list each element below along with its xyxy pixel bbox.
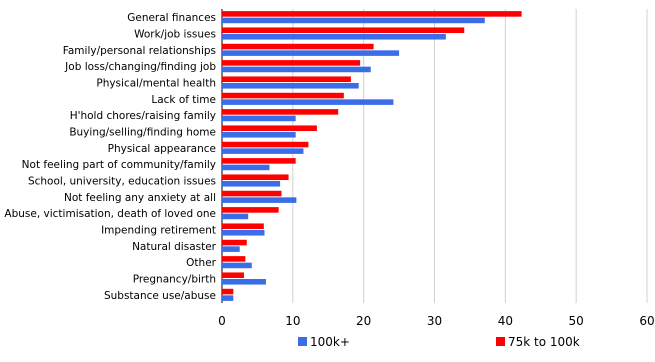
bar-75k-to-100k	[222, 288, 234, 295]
x-tick-label: 40	[498, 314, 513, 328]
legend-label: 75k to 100k	[508, 335, 580, 349]
bar-75k-to-100k	[222, 43, 374, 50]
bar-75k-to-100k	[222, 207, 279, 213]
bar-75k-to-100k	[222, 92, 344, 99]
bar-100k-plus	[222, 34, 446, 40]
bar-100k-plus	[222, 132, 296, 138]
bar-75k-to-100k	[222, 256, 246, 262]
legend-swatch	[496, 337, 505, 346]
x-tick-label: 10	[285, 314, 300, 328]
x-tick-label: 60	[639, 314, 654, 328]
bar-100k-plus	[222, 230, 265, 236]
category-label: Job loss/changing/finding job	[64, 61, 216, 73]
bar-100k-plus	[222, 246, 240, 252]
x-tick-label: 30	[427, 314, 442, 328]
bar-100k-plus	[222, 148, 304, 154]
bar-100k-plus	[222, 295, 234, 301]
category-label: Physical appearance	[108, 143, 216, 155]
category-label: Other	[186, 257, 216, 269]
bar-100k-plus	[222, 213, 249, 220]
bar-100k-plus	[222, 262, 252, 269]
category-label: Substance use/abuse	[104, 290, 216, 302]
bar-100k-plus	[222, 83, 359, 89]
bar-75k-to-100k	[222, 141, 309, 148]
bar-75k-to-100k	[222, 125, 317, 131]
category-label: Not feeling any anxiety at all	[64, 192, 216, 204]
category-label: Impending retirement	[101, 225, 216, 237]
bar-75k-to-100k	[222, 174, 289, 180]
x-tick-label: 50	[569, 314, 584, 328]
x-tick-label: 20	[356, 314, 371, 328]
bar-100k-plus	[222, 164, 270, 171]
legend-label: 100k+	[310, 335, 350, 349]
category-label: Abuse, victimisation, death of loved one	[4, 208, 216, 220]
category-label: School, university, education issues	[28, 176, 216, 188]
category-label: H'hold chores/raising family	[70, 110, 216, 122]
bar-75k-to-100k	[222, 158, 296, 164]
bar-75k-to-100k	[222, 223, 264, 229]
category-label: Pregnancy/birth	[133, 274, 216, 286]
bar-75k-to-100k	[222, 76, 351, 82]
bar-75k-to-100k	[222, 27, 465, 33]
x-tick-label: 0	[218, 314, 226, 328]
bar-75k-to-100k	[222, 60, 361, 66]
plot-area: 0 10 20 30 40 50 60 General finances Work/job is…	[4, 9, 655, 349]
category-label: Work/job issues	[134, 29, 216, 41]
bar-100k-plus	[222, 181, 281, 187]
bar-75k-to-100k	[222, 11, 522, 17]
bar-100k-plus	[222, 197, 297, 203]
bar-75k-to-100k	[222, 272, 244, 278]
bar-100k-plus	[222, 17, 485, 24]
category-label: Family/personal relationships	[63, 45, 216, 57]
category-label: Natural disaster	[132, 241, 217, 253]
category-label: Physical/mental health	[96, 78, 216, 90]
category-label: Not feeling part of community/family	[22, 159, 216, 171]
category-label: Buying/selling/finding home	[69, 127, 216, 139]
bar-75k-to-100k	[222, 239, 247, 246]
bar-100k-plus	[222, 50, 400, 56]
category-label: Lack of time	[151, 94, 216, 106]
legend-swatch	[298, 337, 307, 346]
bar-100k-plus	[222, 115, 296, 122]
bar-75k-to-100k	[222, 190, 282, 197]
bar-75k-to-100k	[222, 109, 339, 115]
bar-100k-plus	[222, 66, 371, 73]
bar-100k-plus	[222, 99, 394, 105]
category-label: General finances	[127, 12, 216, 24]
bar-100k-plus	[222, 279, 266, 285]
